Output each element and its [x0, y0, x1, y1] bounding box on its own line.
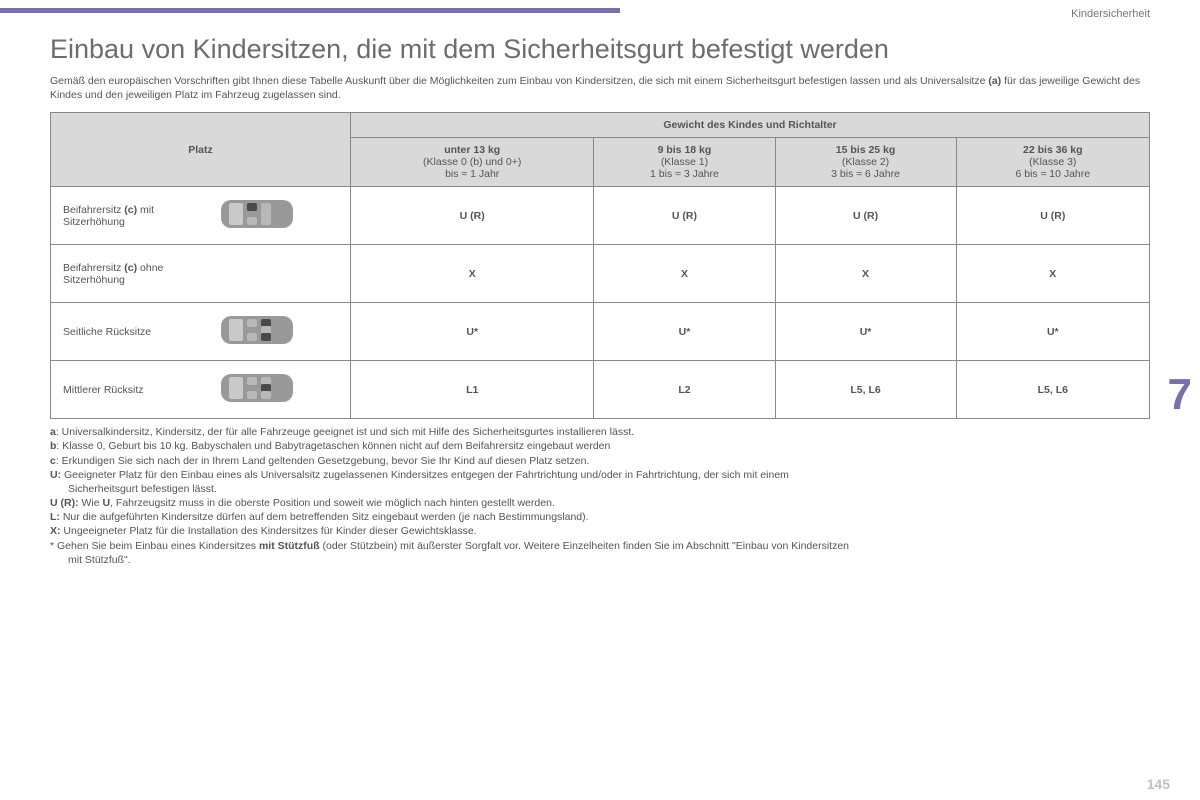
- section-label: Kindersicherheit: [1071, 8, 1150, 20]
- cell: U*: [594, 303, 775, 361]
- cell: U*: [956, 303, 1149, 361]
- cell: L1: [351, 361, 594, 419]
- top-ribbon: Kindersicherheit: [0, 0, 1200, 18]
- intro-a: Gemäß den europäischen Vorschriften gibt…: [50, 75, 988, 87]
- weight-col-2: 15 bis 25 kg(Klasse 2)3 bis ≈ 6 Jahre: [775, 138, 956, 187]
- table-row: Beifahrersitz (c) mit SitzerhöhungU (R)U…: [51, 187, 1150, 245]
- chapter-number: 7: [1168, 370, 1192, 420]
- group-header: Gewicht des Kindes und Richtalter: [351, 113, 1150, 138]
- row-label: Beifahrersitz (c) ohne Sitzerhöhung: [51, 245, 351, 303]
- page-number: 145: [1147, 776, 1170, 792]
- car-icon: [219, 312, 297, 351]
- cell: U*: [351, 303, 594, 361]
- cell: X: [956, 245, 1149, 303]
- weight-col-3: 22 bis 36 kg(Klasse 3)6 bis ≈ 10 Jahre: [956, 138, 1149, 187]
- cell: X: [351, 245, 594, 303]
- cell: U (R): [351, 187, 594, 245]
- col-platz: Platz: [51, 113, 351, 187]
- notes: a: Universalkindersitz, Kindersitz, der …: [50, 425, 1150, 567]
- cell: L5, L6: [956, 361, 1149, 419]
- cell: X: [594, 245, 775, 303]
- intro-bold: (a): [988, 75, 1001, 87]
- cell: L2: [594, 361, 775, 419]
- cell: U (R): [594, 187, 775, 245]
- car-icon: [219, 370, 297, 409]
- intro-paragraph: Gemäß den europäischen Vorschriften gibt…: [50, 74, 1150, 102]
- weight-col-1: 9 bis 18 kg(Klasse 1)1 bis ≈ 3 Jahre: [594, 138, 775, 187]
- cell: X: [775, 245, 956, 303]
- weight-col-0: unter 13 kg(Klasse 0 (b) und 0+)bis ≈ 1 …: [351, 138, 594, 187]
- table-row: Mittlerer RücksitzL1L2L5, L6L5, L6: [51, 361, 1150, 419]
- row-label: Beifahrersitz (c) mit Sitzerhöhung: [51, 187, 351, 245]
- page-title: Einbau von Kindersitzen, die mit dem Sic…: [50, 34, 1150, 66]
- car-icon: [219, 196, 297, 235]
- row-label: Seitliche Rücksitze: [51, 303, 351, 361]
- cell: L5, L6: [775, 361, 956, 419]
- seat-table: Platz Gewicht des Kindes und Richtalter …: [50, 112, 1150, 419]
- cell: U (R): [956, 187, 1149, 245]
- cell: U (R): [775, 187, 956, 245]
- cell: U*: [775, 303, 956, 361]
- table-row: Beifahrersitz (c) ohne SitzerhöhungXXXX: [51, 245, 1150, 303]
- page-content: Einbau von Kindersitzen, die mit dem Sic…: [0, 18, 1200, 567]
- row-label: Mittlerer Rücksitz: [51, 361, 351, 419]
- accent-bar: [0, 8, 620, 13]
- table-row: Seitliche RücksitzeU*U*U*U*: [51, 303, 1150, 361]
